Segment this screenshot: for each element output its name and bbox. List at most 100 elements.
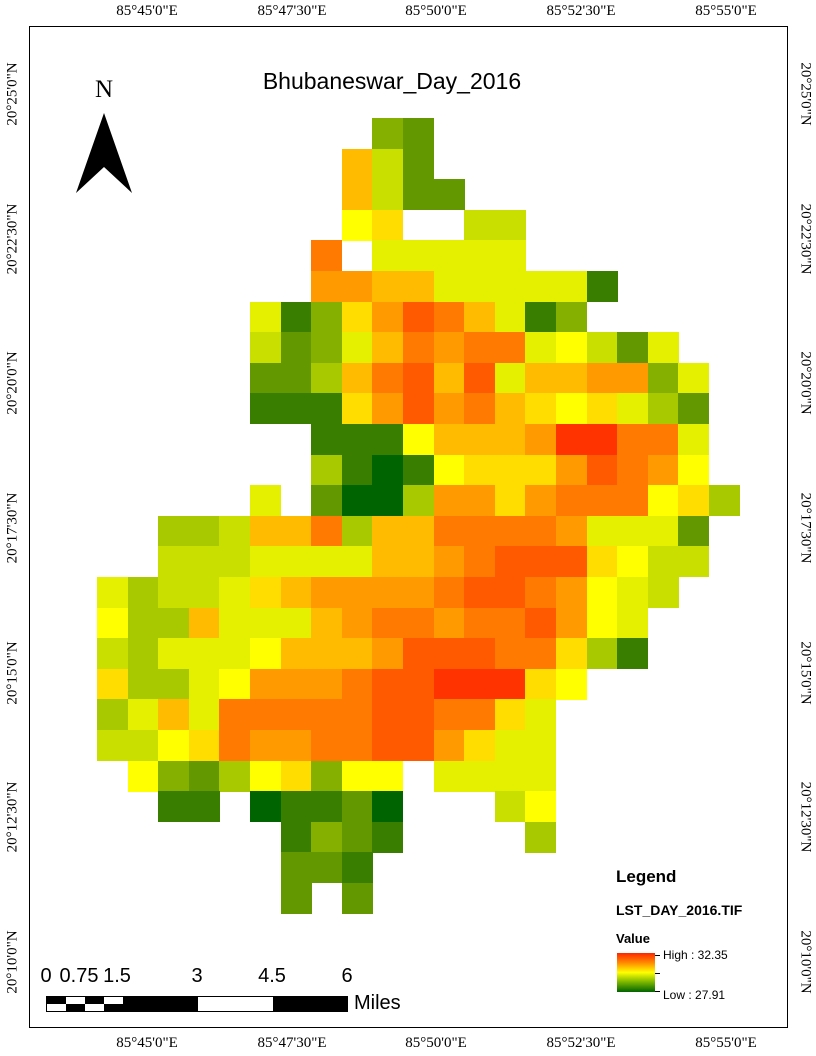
raster-cell <box>556 546 587 578</box>
legend-high-tick <box>655 955 660 956</box>
lon-label-top-4: 85°52'30"E <box>546 3 616 19</box>
raster-cell <box>372 271 404 302</box>
scale-bar <box>46 996 348 1012</box>
legend-mid-tick <box>655 973 660 974</box>
raster-cell <box>556 393 587 425</box>
raster-cell <box>311 240 343 272</box>
raster-cell <box>494 515 526 547</box>
raster-cell <box>494 607 526 639</box>
raster-cell <box>250 485 281 517</box>
raster-cell <box>372 362 404 394</box>
raster-cell <box>311 791 343 823</box>
raster-cell <box>494 209 526 241</box>
raster-cell <box>341 301 373 333</box>
legend-layer-name: LST_DAY_2016.TIF <box>616 902 743 918</box>
raster-cell <box>341 791 373 823</box>
raster-cell <box>464 424 496 455</box>
raster-cell <box>372 301 404 333</box>
map-frame <box>29 26 788 1028</box>
raster-cell <box>372 485 404 517</box>
raster-cell <box>250 332 281 364</box>
raster-cell <box>678 424 710 455</box>
raster-cell <box>617 424 649 455</box>
raster-cell <box>556 301 587 333</box>
raster-cell <box>341 546 373 578</box>
raster-cell <box>188 730 220 761</box>
scale-number-1-5: 1.5 <box>103 965 131 987</box>
raster-cell <box>403 271 434 302</box>
raster-cell <box>525 301 557 333</box>
scale-number-4-5: 4.5 <box>258 965 286 987</box>
raster-cell <box>341 515 373 547</box>
raster-cell <box>403 148 434 180</box>
raster-cell <box>464 454 496 486</box>
raster-cell <box>311 485 343 517</box>
raster-cell <box>617 607 649 639</box>
raster-cell <box>250 393 281 425</box>
raster-cell <box>433 301 465 333</box>
raster-cell <box>464 240 496 272</box>
raster-cell <box>464 668 496 700</box>
raster-cell <box>311 699 343 731</box>
legend-title: Legend <box>616 867 677 886</box>
lat-label-left-2: 20°22'30"N <box>4 203 21 275</box>
lon-label-top-3: 85°50'0"E <box>405 3 467 19</box>
raster-cell <box>647 546 679 578</box>
raster-cell <box>556 454 587 486</box>
legend-low-label: Low : 27.91 <box>663 988 726 1002</box>
legend-value-label: Value <box>616 931 650 946</box>
raster-cell <box>494 577 526 608</box>
raster-cell <box>525 515 557 547</box>
raster-cell <box>158 699 190 731</box>
raster-cell <box>280 668 312 700</box>
raster-cell <box>127 730 159 761</box>
raster-cell <box>341 454 373 486</box>
raster-cell <box>494 546 526 578</box>
raster-cell <box>403 454 434 486</box>
raster-cell <box>617 393 649 425</box>
raster-cell <box>403 515 434 547</box>
raster-cell <box>433 393 465 425</box>
raster-cell <box>433 577 465 608</box>
raster-cell <box>372 118 404 149</box>
raster-cell <box>219 638 251 670</box>
raster-cell <box>586 485 618 517</box>
raster-cell <box>97 668 128 700</box>
raster-cell <box>403 638 434 670</box>
raster-cell <box>341 760 373 792</box>
raster-cell <box>341 668 373 700</box>
raster-cell <box>494 332 526 364</box>
lat-label-right-7: 20°10'0"N <box>797 930 814 994</box>
raster-cell <box>433 240 465 272</box>
raster-cell <box>617 577 649 608</box>
raster-cell <box>403 730 434 761</box>
raster-cell <box>433 454 465 486</box>
raster-cell <box>188 546 220 578</box>
raster-cell <box>280 638 312 670</box>
raster-cell <box>341 424 373 455</box>
raster-cell <box>127 638 159 670</box>
raster-cell <box>403 362 434 394</box>
raster-cell <box>433 607 465 639</box>
raster-cell <box>464 332 496 364</box>
lat-label-left-1: 20°25'0"N <box>4 62 21 126</box>
raster-cell <box>219 699 251 731</box>
raster-cell <box>311 271 343 302</box>
raster-cell <box>586 271 618 302</box>
raster-cell <box>433 424 465 455</box>
raster-cell <box>311 668 343 700</box>
raster-cell <box>403 118 434 149</box>
scale-number-6: 6 <box>341 965 353 987</box>
raster-cell <box>341 607 373 639</box>
raster-cell <box>280 821 312 853</box>
raster-cell <box>617 546 649 578</box>
raster-cell <box>525 271 557 302</box>
raster-cell <box>97 699 128 731</box>
raster-cell <box>372 332 404 364</box>
raster-cell <box>433 515 465 547</box>
raster-cell <box>586 577 618 608</box>
raster-cell <box>341 852 373 884</box>
raster-cell <box>525 607 557 639</box>
raster-cell <box>341 699 373 731</box>
raster-cell <box>250 362 281 394</box>
